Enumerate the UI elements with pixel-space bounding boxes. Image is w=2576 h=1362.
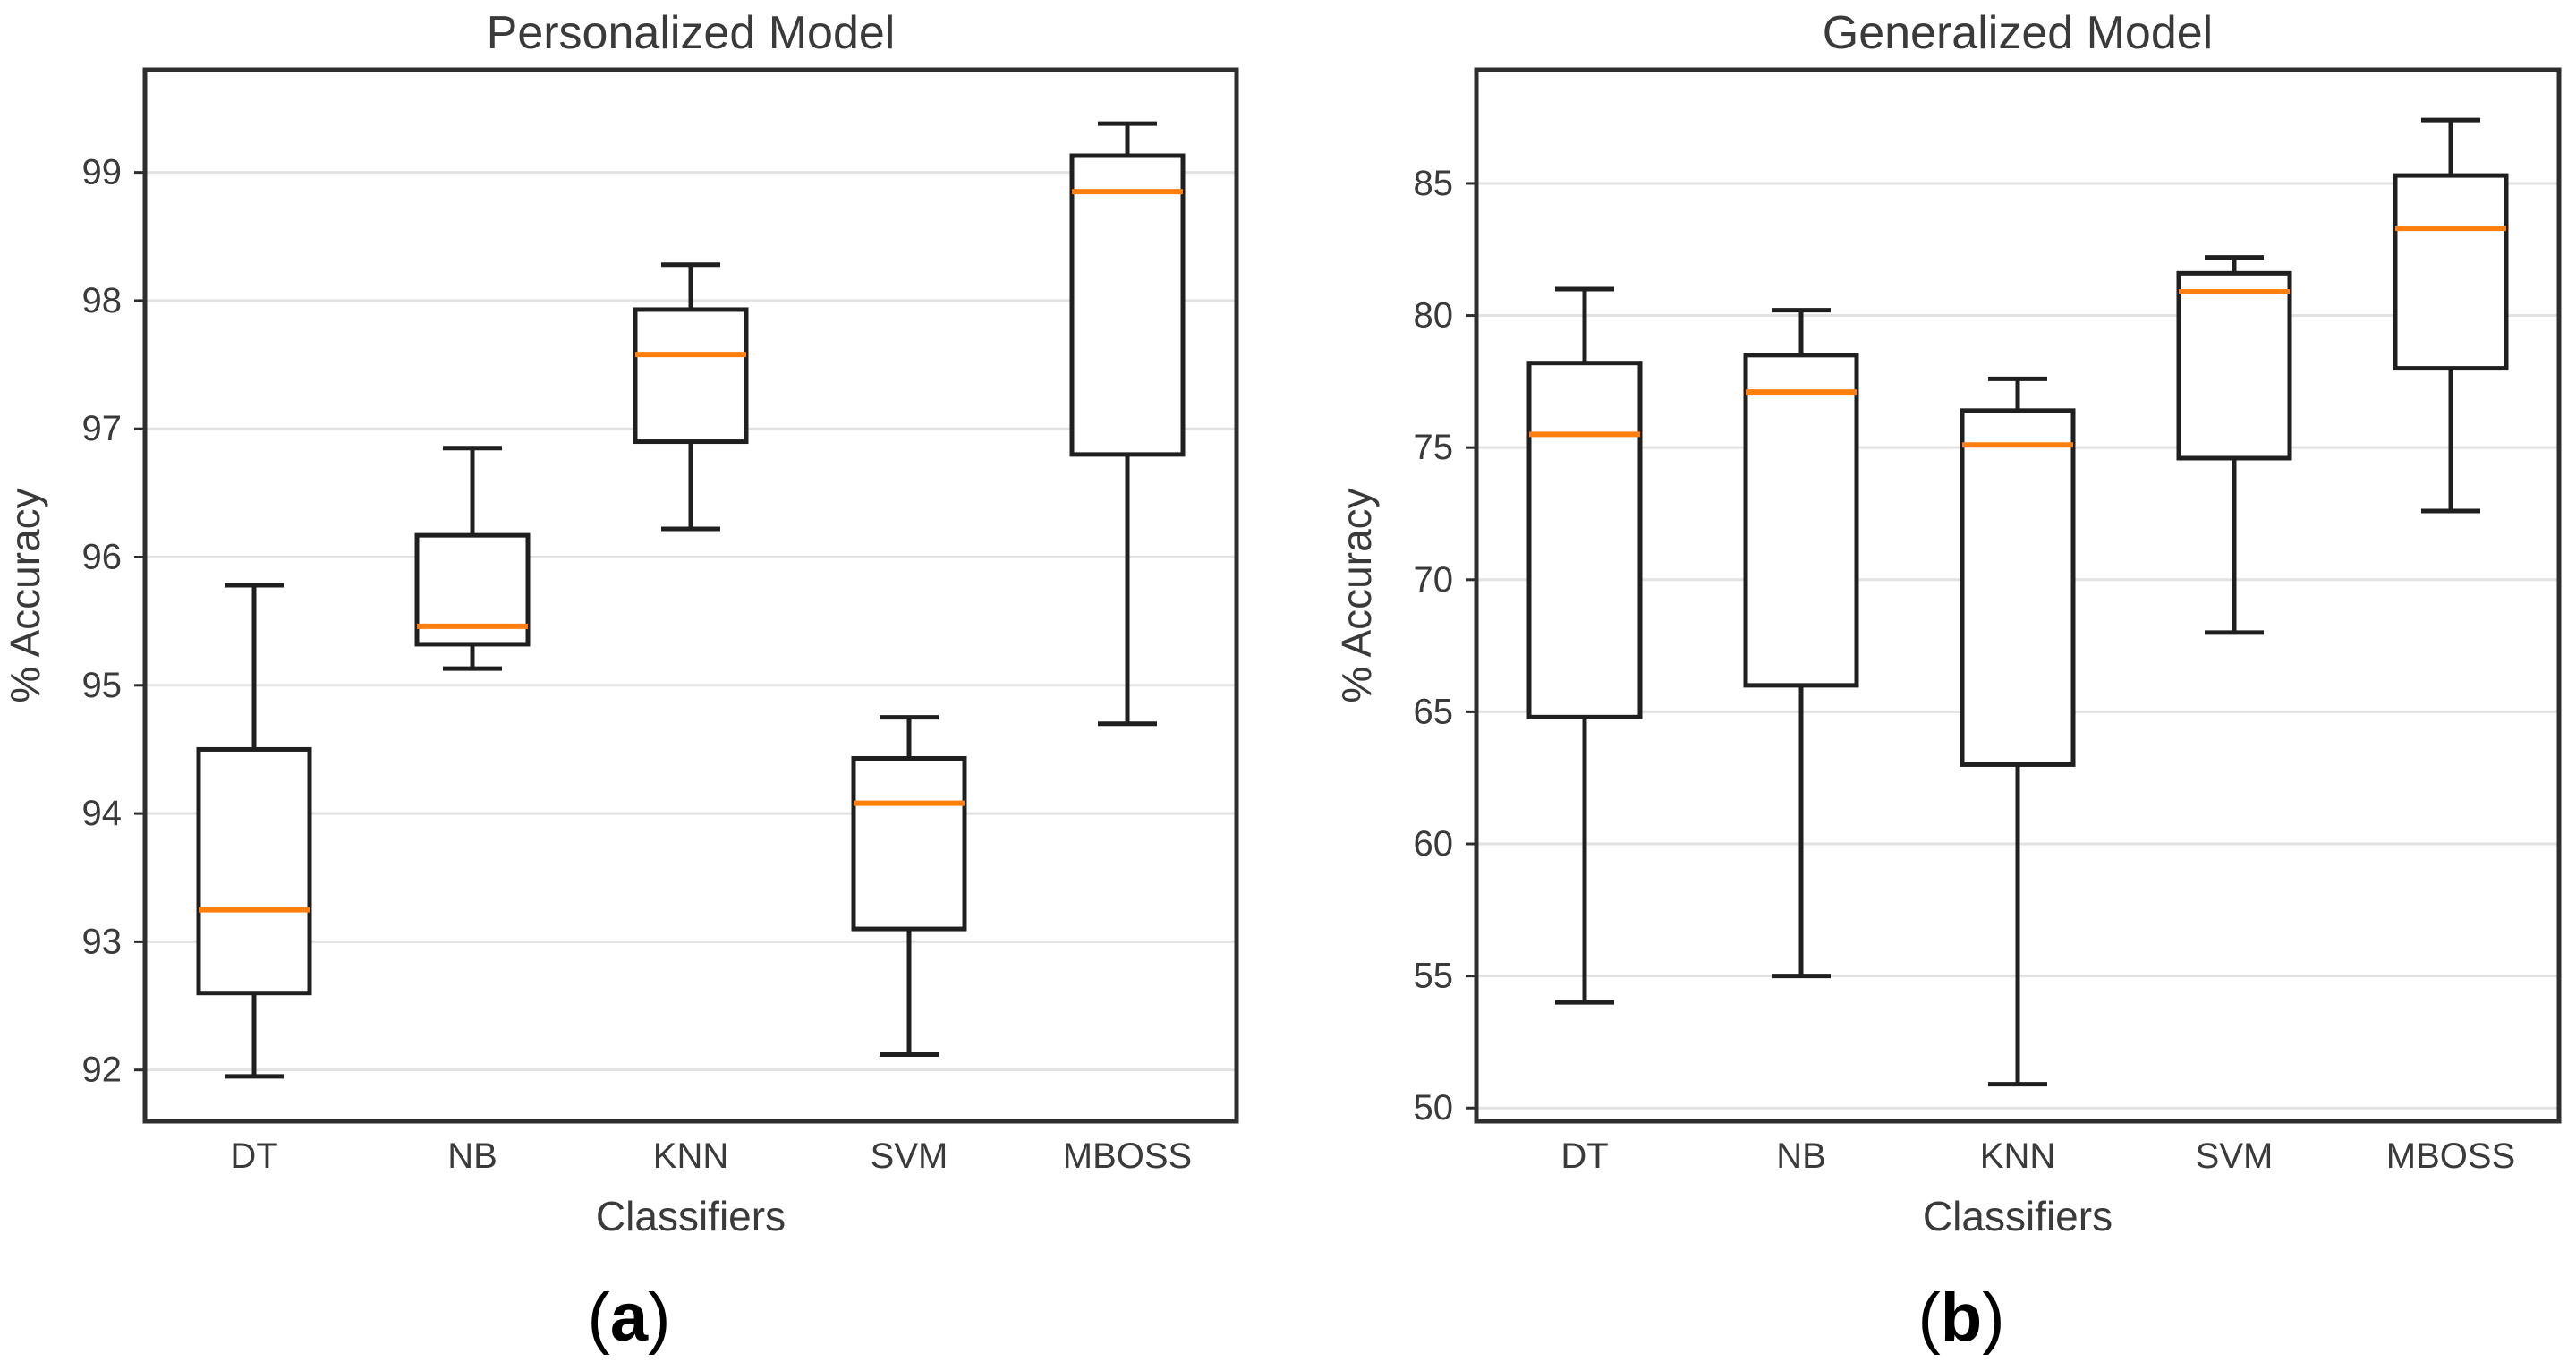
x-tick-label-SVM: SVM	[2196, 1136, 2274, 1176]
box-NB	[1743, 353, 1859, 688]
box-KNN	[1960, 408, 2076, 767]
x-tick-label-DT: DT	[230, 1136, 277, 1176]
panel-caption: (a)	[588, 1280, 671, 1356]
y-tick-label-96: 96	[82, 538, 123, 577]
panel-caption: (b)	[1917, 1280, 2004, 1356]
y-tick-label-95: 95	[82, 666, 123, 705]
x-tick-label-KNN: KNN	[1980, 1136, 2055, 1176]
chart-title: Personalized Model	[487, 7, 896, 59]
box-MBOSS	[1069, 153, 1186, 457]
x-tick-label-DT: DT	[1560, 1136, 1608, 1176]
x-tick-label-SVM: SVM	[871, 1136, 948, 1176]
y-tick-label-99: 99	[82, 153, 123, 192]
y-tick-label-65: 65	[1414, 692, 1454, 731]
x-tick-label-NB: NB	[1776, 1136, 1826, 1176]
y-tick-label-93: 93	[82, 922, 123, 961]
y-tick-label-85: 85	[1414, 164, 1454, 203]
box-MBOSS	[2393, 173, 2509, 371]
y-tick-label-80: 80	[1414, 296, 1454, 336]
y-tick-label-60: 60	[1414, 824, 1454, 864]
y-axis-label: % Accuracy	[2, 488, 48, 702]
chart-title: Generalized Model	[1823, 7, 2213, 59]
x-axis-label: Classifiers	[1923, 1193, 2113, 1239]
y-tick-label-75: 75	[1414, 428, 1454, 467]
x-tick-label-MBOSS: MBOSS	[2386, 1136, 2515, 1176]
panel-1: 92 93 94 95 96 97 98 99 DT NB KNN SVM MBOSS Personali…	[2, 7, 1239, 1356]
x-tick-label-NB: NB	[447, 1136, 497, 1176]
box-SVM	[851, 755, 967, 932]
x-tick-label-KNN: KNN	[653, 1136, 728, 1176]
panel-2: 50 55 60 65 70 75 80 85 DT NB KNN SVM MBOSS Generaliz…	[1333, 7, 2562, 1356]
y-axis-label: % Accuracy	[1333, 488, 1380, 702]
box-SVM	[2176, 270, 2292, 461]
x-tick-label-MBOSS: MBOSS	[1063, 1136, 1192, 1176]
y-tick-label-94: 94	[82, 794, 123, 833]
box-DT	[196, 746, 312, 996]
y-tick-label-97: 97	[82, 409, 123, 448]
axes-border	[142, 67, 1239, 1124]
box-DT	[1526, 361, 1643, 719]
y-tick-label-55: 55	[1414, 957, 1454, 996]
y-tick-label-50: 50	[1414, 1088, 1454, 1128]
box-KNN	[633, 307, 749, 445]
x-axis-label: Classifiers	[596, 1193, 786, 1239]
y-tick-label-70: 70	[1414, 560, 1454, 600]
axes-border	[1474, 67, 2562, 1124]
y-tick-label-92: 92	[82, 1051, 123, 1090]
y-tick-label-98: 98	[82, 281, 123, 320]
